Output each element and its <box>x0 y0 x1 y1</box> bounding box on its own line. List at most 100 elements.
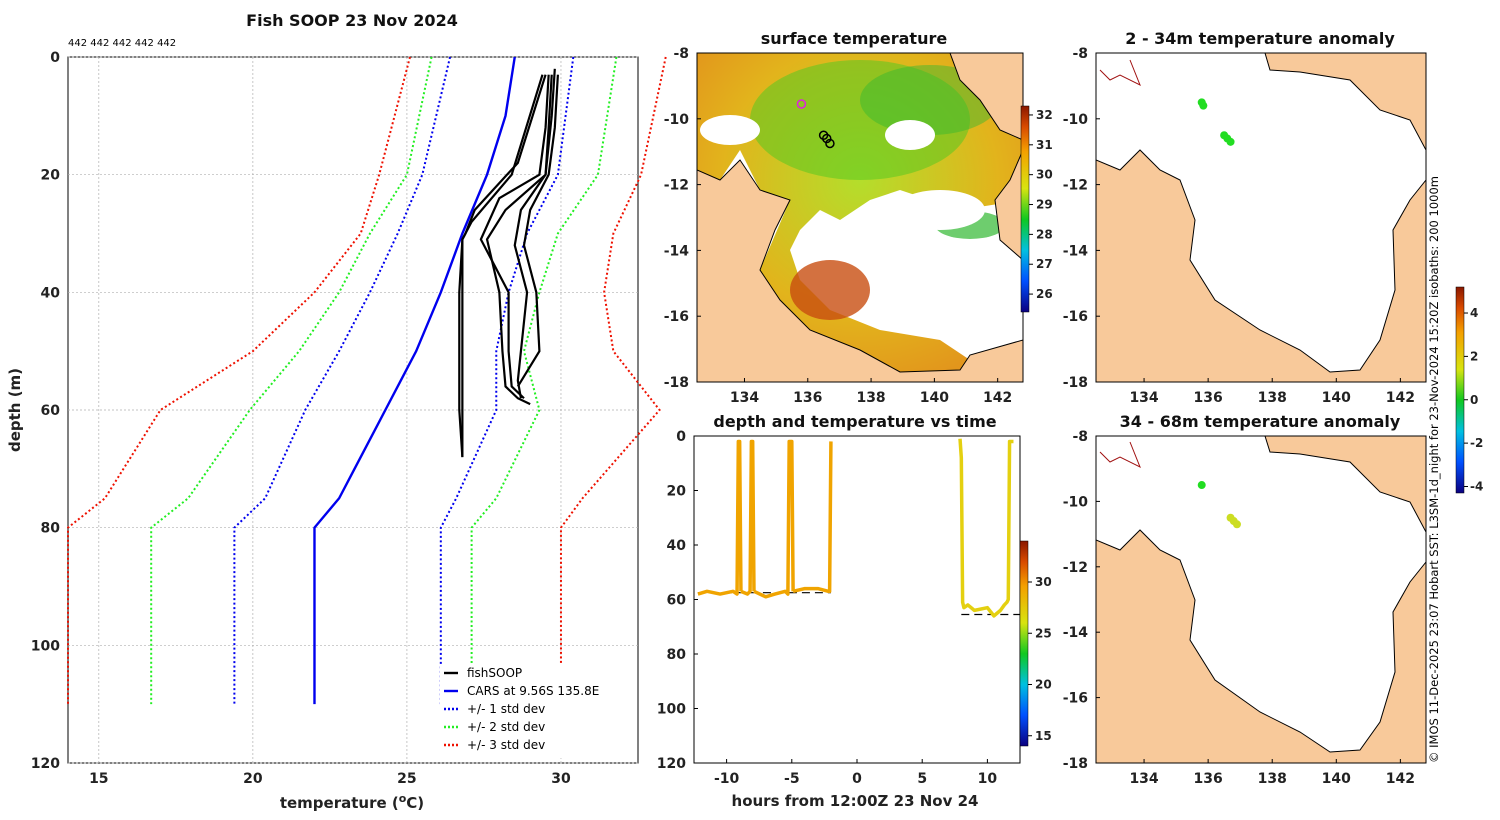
y-tick-label: -16 <box>1063 691 1088 707</box>
y-tick-label: 60 <box>41 403 61 419</box>
y-tick-label: 40 <box>667 538 687 554</box>
td-colorbar-ticks: 15 20 25 30 <box>1028 575 1052 743</box>
cb-tick-label: -2 <box>1470 436 1483 450</box>
td-tracks <box>697 438 1014 618</box>
y-tick-label: 120 <box>31 756 60 772</box>
cb-tick-label: 25 <box>1035 626 1052 640</box>
cb-tick-label: 31 <box>1036 138 1053 152</box>
sst-cloud-gap <box>700 115 760 145</box>
depth-track <box>753 439 795 599</box>
x-tick-label: 136 <box>793 390 822 406</box>
depth-track <box>792 441 833 594</box>
anom1-points <box>1197 98 1235 146</box>
fishsoop-cast <box>458 74 544 458</box>
x-tick-label: 25 <box>397 771 416 787</box>
y-tick-label: 120 <box>657 756 686 772</box>
sst-colorbar-ticks: 26 27 28 29 30 31 32 <box>1029 108 1053 301</box>
cb-tick-label: 27 <box>1036 257 1053 271</box>
x-tick-label: 142 <box>1386 390 1415 406</box>
anom1-ticks: 134 136 138 140 142 -8 -10 -12 -14 -16 -18 <box>1063 46 1415 406</box>
cast-marker <box>825 138 835 149</box>
sst-colorbar <box>1020 105 1030 313</box>
x-tick-label: 134 <box>730 390 759 406</box>
cb-tick-label: 30 <box>1035 575 1052 589</box>
x-tick-label: 15 <box>89 771 108 787</box>
sst-warm-patch <box>790 260 870 320</box>
x-tick-label: 5 <box>917 771 927 787</box>
y-tick-label: -10 <box>1063 112 1089 128</box>
series-line <box>439 56 575 705</box>
td-title: depth and temperature vs time <box>713 412 996 431</box>
cast-marker <box>822 133 832 144</box>
x-tick-label: 138 <box>856 390 885 406</box>
profile-grid <box>68 56 638 764</box>
side-caption: © IMOS 11-Dec-2025 23:07 Hobart SST: L3S… <box>1427 176 1441 763</box>
fishsoop-cast <box>516 74 559 388</box>
y-tick-label: -8 <box>673 46 689 62</box>
legend-label: +/- 3 std dev <box>467 738 545 752</box>
legend-box <box>440 664 630 758</box>
legend-label: CARS at 9.56S 135.8E <box>467 684 599 698</box>
profile-xlabel: temperature (oC) <box>280 792 424 812</box>
sst-cloud-gap <box>895 190 985 230</box>
anomaly-point <box>1226 137 1235 146</box>
y-tick-label: -18 <box>1063 375 1088 391</box>
profile-cast-ids: 442 442 442 442 442 <box>68 38 176 49</box>
cb-tick-label: 15 <box>1035 729 1052 743</box>
land-mass-north <box>1264 436 1426 533</box>
profile-series <box>67 56 667 705</box>
cb-tick-label: -4 <box>1470 479 1483 493</box>
anom2-ticks: 134 136 138 140 142 -8 -10 -12 -14 -16 -18 <box>1063 429 1415 787</box>
anom2-points <box>1197 481 1241 529</box>
y-tick-label: -10 <box>1063 494 1089 510</box>
depth-track <box>740 439 756 596</box>
sst-cloud-gap <box>885 120 935 150</box>
y-tick-label: 60 <box>667 593 687 609</box>
td-colorbar <box>1019 540 1029 747</box>
y-tick-label: -14 <box>664 243 690 259</box>
anomaly-point <box>1199 101 1208 110</box>
x-tick-label: 140 <box>1322 771 1351 787</box>
y-tick-label: 100 <box>31 638 60 654</box>
y-tick-label: 0 <box>676 429 686 445</box>
y-tick-label: 80 <box>667 647 687 663</box>
land-mass-north <box>1264 53 1426 151</box>
sst-markers <box>796 99 835 149</box>
y-tick-label: 0 <box>50 50 60 66</box>
isobath <box>1099 59 1141 87</box>
profile-casts <box>458 68 559 458</box>
sst-cool-patch <box>750 60 970 180</box>
y-tick-label: -18 <box>1063 756 1088 772</box>
anomaly-point <box>1197 481 1206 490</box>
td-xlabel: hours from 12:00Z 23 Nov 24 <box>732 792 979 810</box>
x-tick-label: 140 <box>1322 390 1351 406</box>
anom-map-1: 2 - 34m temperature anomaly 134 136 138 140… <box>1063 29 1427 406</box>
time-depth-chart: depth and temperature vs time -10 -5 0 5 100… <box>657 412 1052 810</box>
y-tick-label: 20 <box>41 168 61 184</box>
x-tick-label: 142 <box>1386 771 1415 787</box>
fishsoop-cast <box>485 68 556 406</box>
x-tick-label: 134 <box>1129 390 1158 406</box>
y-tick-label: -14 <box>1063 243 1089 259</box>
y-tick-label: 80 <box>41 521 61 537</box>
series-line <box>313 56 516 705</box>
y-tick-label: -14 <box>1063 625 1089 641</box>
anom1-frame <box>1095 52 1427 383</box>
profile-title: Fish SOOP 23 Nov 2024 <box>246 11 458 30</box>
y-tick-label: 100 <box>657 702 686 718</box>
x-tick-label: 140 <box>920 390 949 406</box>
sst-ticks: 134 136 138 140 142 -8 -10 -12 -14 -16 -18 <box>664 46 1013 406</box>
x-tick-label: 0 <box>852 771 862 787</box>
legend-label: +/- 1 std dev <box>467 702 545 716</box>
y-tick-label: -10 <box>664 112 690 128</box>
td-axes-box <box>693 435 1021 764</box>
isobath <box>1099 441 1141 469</box>
cb-tick-label: 30 <box>1036 168 1053 182</box>
y-tick-label: -12 <box>1063 560 1088 576</box>
land-mass-east <box>994 149 1023 261</box>
profile-ylabel: depth (m) <box>6 368 24 452</box>
y-tick-label: 20 <box>667 484 687 500</box>
series-line <box>233 56 452 705</box>
depth-track <box>958 438 1014 618</box>
